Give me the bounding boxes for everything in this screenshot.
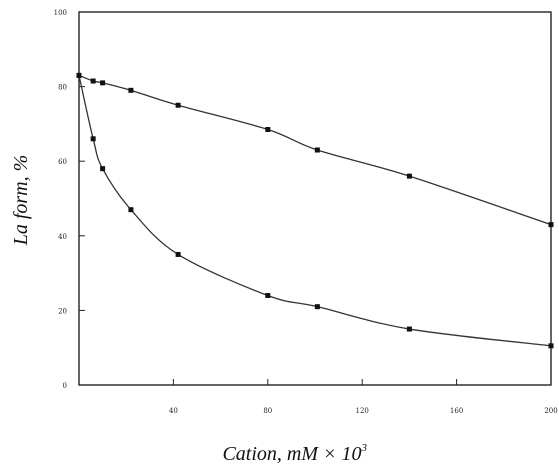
y-tick-label: 80 — [58, 84, 67, 92]
data-point — [265, 292, 271, 298]
x-axis-title: Cation, mM × 103 — [222, 442, 367, 465]
data-point — [100, 80, 106, 86]
data-point — [548, 222, 554, 228]
data-point — [76, 72, 82, 78]
y-tick-label: 100 — [54, 9, 67, 17]
x-tick-label: 80 — [263, 407, 272, 415]
data-point — [100, 166, 106, 172]
x-tick-label: 120 — [356, 407, 369, 415]
y-tick-label: 40 — [58, 233, 67, 241]
data-point — [548, 343, 554, 349]
data-point — [128, 87, 134, 93]
data-point — [90, 78, 96, 84]
data-point — [90, 136, 96, 142]
x-tick-label: 200 — [544, 407, 557, 415]
data-point — [314, 304, 320, 310]
data-point — [175, 251, 181, 257]
y-axis-title: La form, % — [10, 155, 32, 247]
data-point — [406, 326, 412, 332]
y-tick-label: 20 — [58, 307, 67, 315]
x-tick-label: 160 — [450, 407, 463, 415]
y-tick-label: 0 — [63, 382, 67, 390]
data-point — [314, 147, 320, 153]
data-point — [175, 102, 181, 108]
data-point — [265, 126, 271, 132]
data-point — [128, 207, 134, 213]
y-tick-label: 60 — [58, 158, 67, 166]
x-tick-label: 40 — [169, 407, 178, 415]
plot-frame — [78, 11, 552, 386]
data-point — [406, 173, 412, 179]
